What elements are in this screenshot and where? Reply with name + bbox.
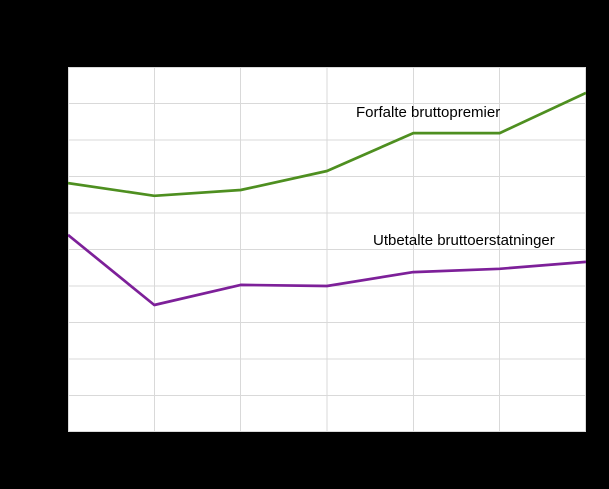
line-chart (68, 67, 586, 432)
series-line-0 (68, 91, 586, 198)
series-label-utbetalte-bruttoerstatninger: Utbetalte bruttoerstatninger (373, 232, 555, 249)
plot-area: Forfalte bruttopremier Utbetalte bruttoe… (68, 67, 586, 432)
series-line-1 (68, 233, 586, 307)
series-label-forfalte-bruttopremier: Forfalte bruttopremier (356, 104, 501, 121)
